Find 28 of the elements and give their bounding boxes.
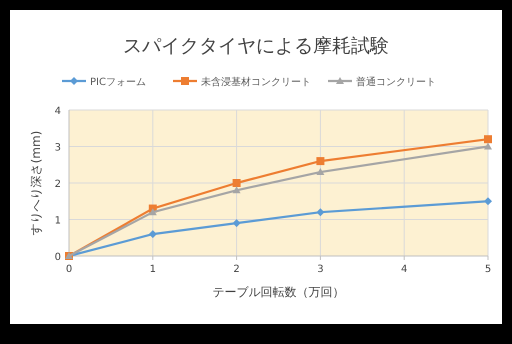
y-tick-label: 0 (54, 252, 61, 263)
x-tick-label: 1 (150, 264, 156, 275)
y-axis-title: すりへり深さ(mm) (29, 130, 43, 236)
point (232, 186, 241, 194)
point (148, 208, 157, 216)
y-tick-label: 4 (54, 106, 61, 117)
y-tick-label: 1 (54, 216, 61, 226)
x-tick-label: 5 (484, 264, 492, 275)
point (484, 142, 492, 150)
y-tick-label: 3 (54, 142, 61, 154)
point (316, 208, 324, 216)
chart-title: スパイクタイヤによる摩耗試験 (123, 35, 389, 57)
legend-label: PICフォーム (90, 77, 146, 88)
x-tick-label: 0 (66, 264, 72, 275)
legend-label: 未含浸基材コンクリート (201, 76, 311, 88)
point (148, 230, 157, 238)
legend-label: 普通コンクリート (356, 76, 436, 88)
point (316, 168, 324, 176)
point (484, 197, 492, 206)
y-tick-label: 2 (54, 179, 61, 190)
point (484, 135, 492, 144)
x-tick-label: 2 (233, 264, 240, 275)
point (232, 219, 241, 228)
point (232, 179, 241, 187)
point (316, 157, 324, 166)
x-tick-label: 4 (401, 264, 408, 275)
x-tick-label: 3 (317, 264, 324, 275)
x-axis-title: テーブル回転数（万回） (212, 285, 344, 299)
